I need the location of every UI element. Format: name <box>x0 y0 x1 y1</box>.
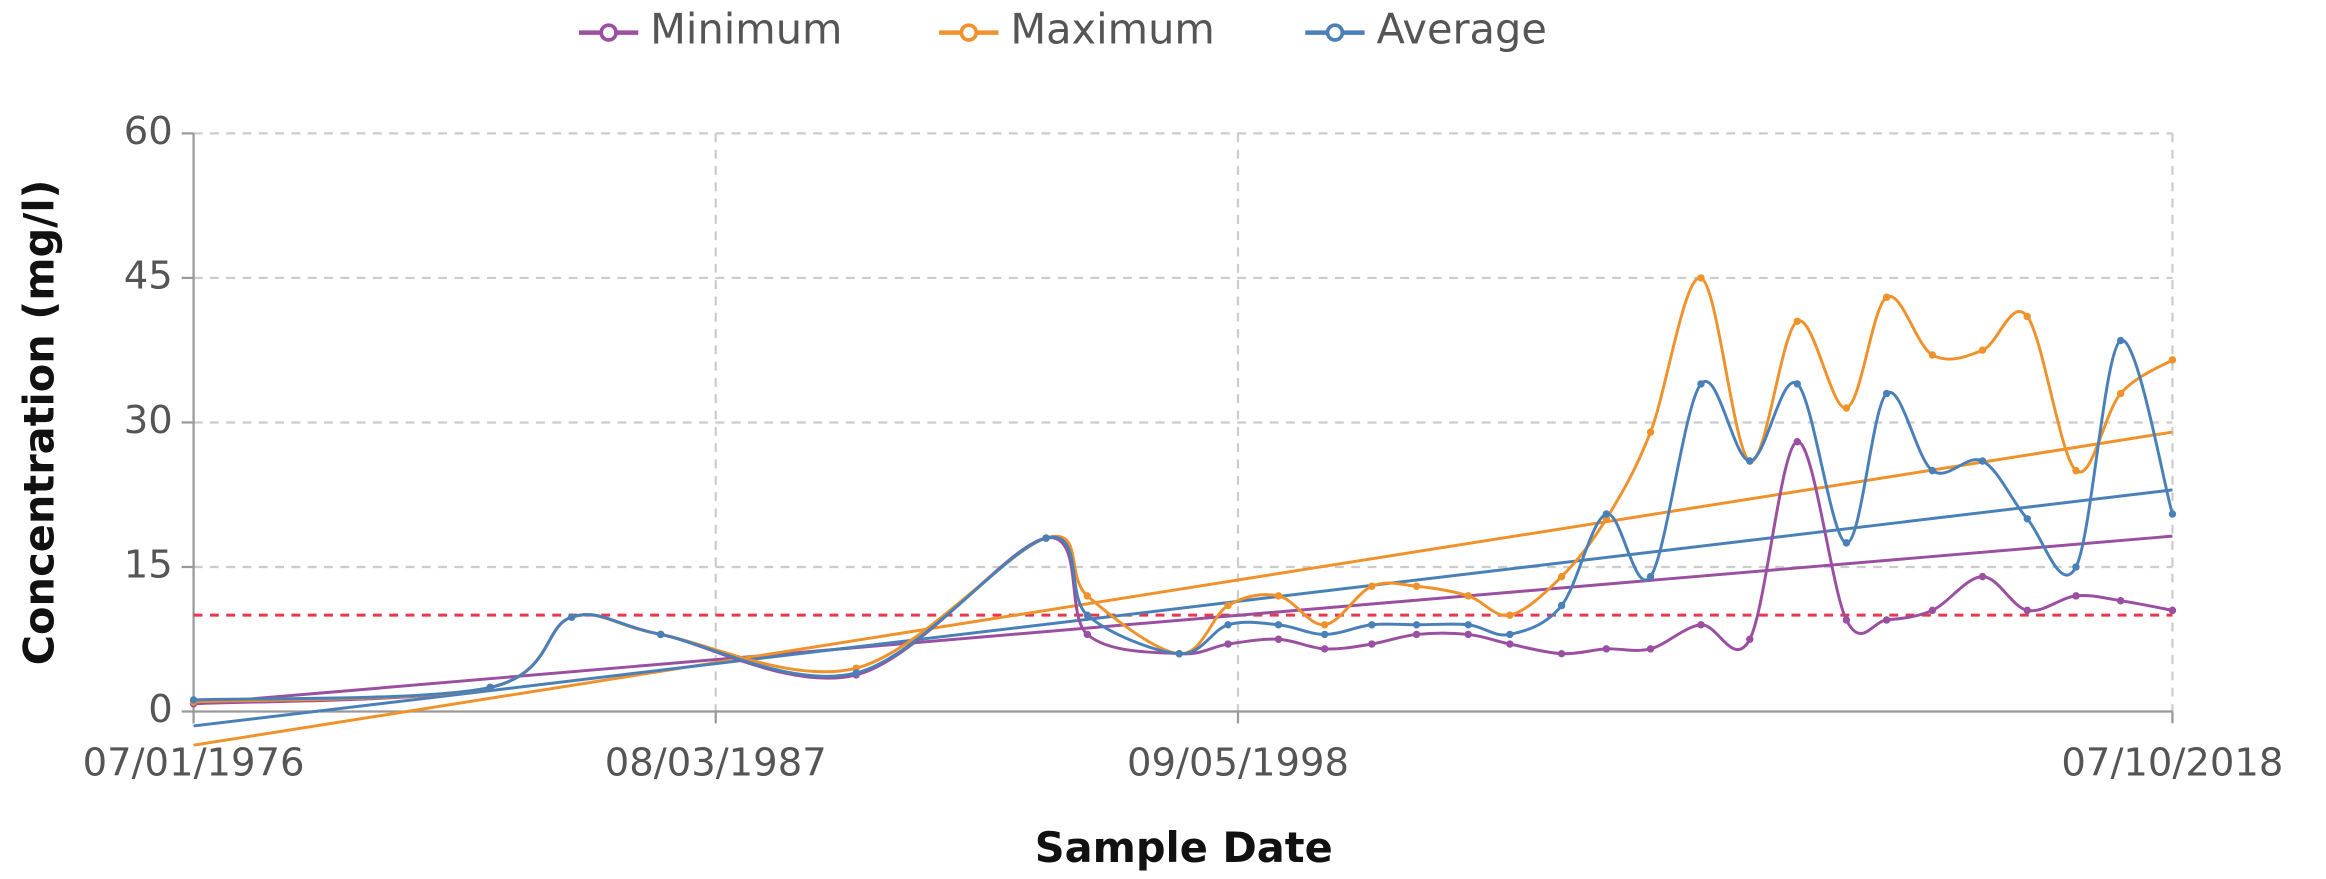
data-point <box>2072 592 2080 600</box>
data-point <box>1274 621 1283 629</box>
data-point <box>1842 404 1851 412</box>
x-tick-label: 07/10/2018 <box>2061 740 2283 785</box>
data-point <box>1083 630 1091 639</box>
data-point <box>1412 582 1421 590</box>
x-tick-label: 07/01/1976 <box>83 740 305 785</box>
data-point <box>1464 630 1472 639</box>
data-point <box>1978 346 1987 354</box>
data-point <box>2168 606 2177 615</box>
data-point <box>1882 389 1891 398</box>
data-point <box>1368 582 1376 590</box>
legend-marker <box>959 23 979 42</box>
data-point <box>1506 630 1514 639</box>
y-tick-label: 45 <box>124 253 173 298</box>
data-point <box>1697 274 1705 282</box>
x-tick-label: 08/03/1987 <box>605 740 827 785</box>
legend-label: Minimum <box>650 5 842 54</box>
x-tick-label: 09/05/1998 <box>1127 740 1349 785</box>
series-line <box>193 440 2173 706</box>
y-tick-label: 15 <box>124 542 173 587</box>
data-point <box>1506 640 1514 648</box>
data-point <box>1697 621 1705 629</box>
data-point <box>2116 389 2125 398</box>
data-point <box>1646 645 1655 653</box>
legend-label: Average <box>1376 5 1546 54</box>
series-line <box>193 339 2174 702</box>
data-point <box>486 683 494 692</box>
data-point <box>1224 621 1232 629</box>
data-point <box>1557 572 1566 581</box>
data-point <box>1978 572 1987 581</box>
data-point <box>2072 563 2080 571</box>
trendline <box>193 534 2173 706</box>
data-point <box>852 669 860 677</box>
data-point <box>1274 592 1283 600</box>
data-point <box>1042 534 1050 542</box>
data-point <box>1464 592 1472 600</box>
y-tick-label: 60 <box>124 109 173 154</box>
data-point <box>1224 601 1232 610</box>
data-point <box>1224 640 1232 648</box>
data-point <box>1274 635 1283 643</box>
data-point <box>1697 380 1705 388</box>
data-point <box>1882 616 1891 624</box>
data-point <box>1083 611 1091 619</box>
data-point <box>656 630 665 639</box>
y-tick-label: 30 <box>124 398 173 443</box>
data-point <box>2023 606 2031 615</box>
series-line <box>193 276 2174 704</box>
data-point <box>1320 621 1329 629</box>
y-tick-label: 0 <box>148 687 173 732</box>
x-axis-title: Sample Date <box>1035 823 1333 872</box>
data-point <box>1842 616 1851 624</box>
legend-marker <box>599 23 618 42</box>
data-point <box>1602 645 1611 653</box>
data-point <box>1083 592 1091 600</box>
data-point <box>1793 380 1801 388</box>
data-point <box>568 613 576 621</box>
legend-marker <box>1325 23 1345 42</box>
data-point <box>1412 621 1421 629</box>
data-point <box>1320 645 1329 653</box>
data-point <box>1746 457 1754 465</box>
data-point <box>1978 457 1987 465</box>
legend-label: Maximum <box>1010 5 1214 54</box>
data-point <box>1746 635 1754 643</box>
data-point <box>1412 630 1421 639</box>
data-point <box>2168 356 2177 364</box>
data-point <box>2116 596 2125 605</box>
data-point <box>1368 640 1376 648</box>
data-point <box>1882 293 1891 301</box>
data-point <box>1175 649 1183 658</box>
data-point <box>2072 466 2080 475</box>
data-point <box>1793 438 1801 446</box>
data-point <box>1557 601 1566 610</box>
data-point <box>1506 611 1514 619</box>
data-point <box>1464 621 1472 629</box>
data-point <box>1602 510 1611 518</box>
data-point <box>1320 630 1329 639</box>
data-point <box>1368 621 1376 629</box>
data-point <box>1793 317 1801 325</box>
y-axis-title: Concentration (mg/l) <box>14 179 63 665</box>
data-point <box>1928 466 1937 475</box>
data-point <box>2023 515 2031 523</box>
trendline <box>193 488 2173 728</box>
data-point <box>1646 428 1655 436</box>
data-point <box>1928 606 1937 615</box>
data-point <box>189 696 198 704</box>
data-point <box>1928 351 1937 359</box>
data-point <box>2168 510 2177 518</box>
data-point <box>1842 539 1851 547</box>
data-point <box>2116 336 2125 345</box>
data-point <box>2023 312 2031 321</box>
trendline <box>193 430 2173 747</box>
data-point <box>1646 572 1655 581</box>
data-point <box>1557 649 1566 658</box>
